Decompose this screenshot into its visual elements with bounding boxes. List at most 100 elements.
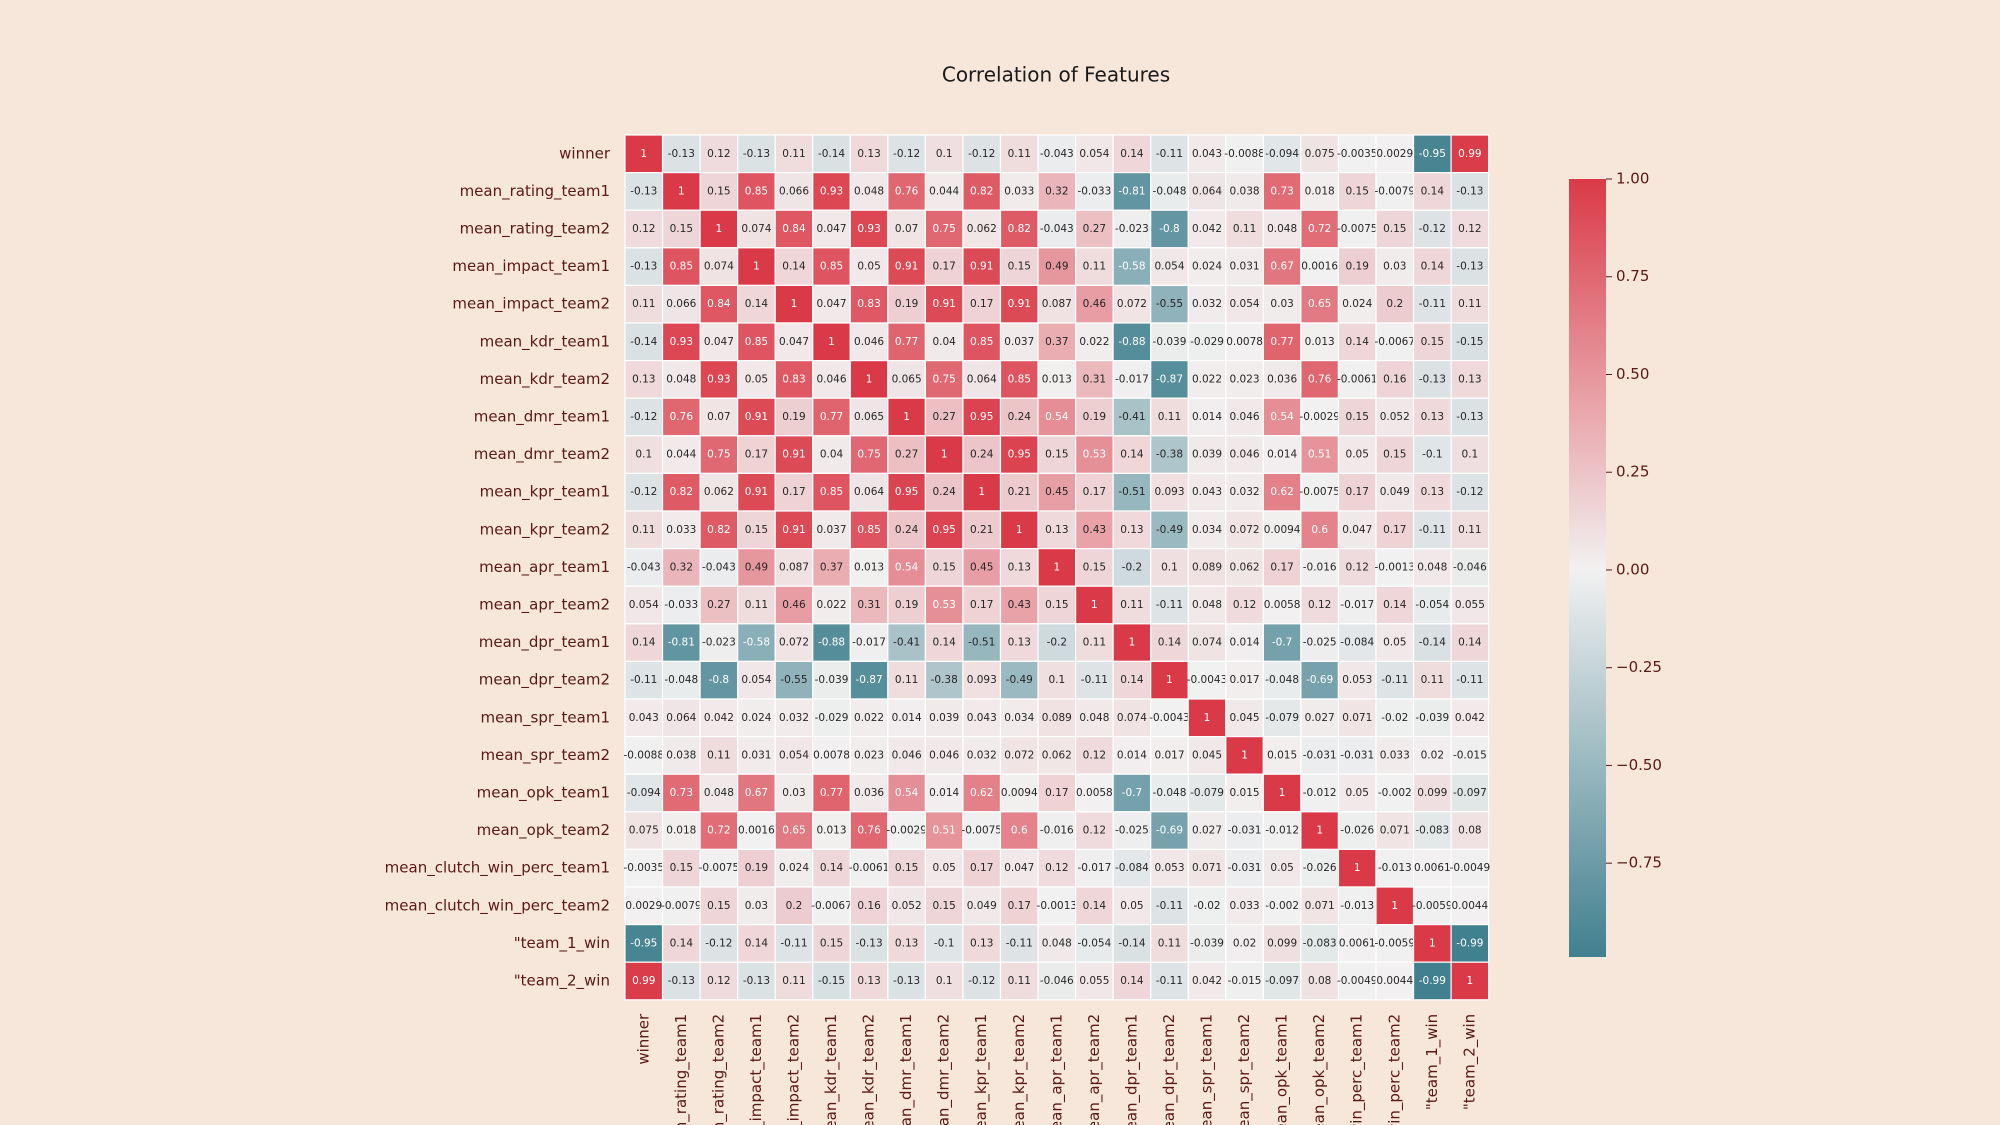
cell-annotation: -0.012: [1265, 825, 1299, 837]
heatmap-cell: [1300, 134, 1340, 174]
cell-annotation: 0.82: [707, 524, 730, 536]
heatmap-cell: [661, 209, 701, 249]
cell-annotation: 0.82: [670, 486, 693, 498]
cell-annotation: 0.046: [854, 336, 884, 348]
cell-annotation: 0.15: [670, 223, 693, 235]
cell-annotation: 0.14: [1458, 637, 1482, 649]
cell-annotation: 0.15: [895, 862, 918, 874]
heatmap-cell: [812, 322, 851, 362]
x-tick-label: mean_clutch_win_perc_team2: [1385, 1014, 1404, 1125]
cell-annotation: -0.0067: [1375, 336, 1416, 348]
heatmap-cell: [624, 322, 664, 362]
cell-annotation: 0.014: [1230, 637, 1260, 649]
cell-annotation: 0.075: [1305, 148, 1335, 160]
heatmap-cell: [1150, 585, 1189, 625]
cell-annotation: 0.12: [1458, 223, 1481, 235]
heatmap-cell: [962, 547, 1002, 587]
cell-annotation: 0.047: [779, 336, 809, 348]
cell-annotation: 0.071: [1342, 712, 1372, 724]
heatmap-cell: [1300, 247, 1340, 287]
heatmap-cell: [1037, 735, 1077, 775]
cell-annotation: -0.031: [1228, 862, 1262, 874]
colorbar-tick-label: 0.50: [1616, 365, 1649, 383]
cell-annotation: -0.13: [668, 148, 695, 160]
heatmap-cell: [1412, 886, 1452, 926]
y-tick-label: mean_spr_team1: [481, 708, 611, 727]
cell-annotation: 0.024: [1342, 298, 1372, 310]
cell-annotation: 0.13: [1458, 373, 1481, 385]
cell-annotation: -0.14: [1419, 637, 1446, 649]
heatmap-cell: [1037, 360, 1077, 399]
heatmap-cell: [812, 886, 851, 926]
heatmap-cell: [1337, 886, 1377, 926]
heatmap-cell: [1262, 660, 1302, 700]
cell-annotation: 0.27: [895, 449, 918, 461]
cell-annotation: 0.022: [816, 599, 846, 611]
cell-annotation: 0.12: [1233, 599, 1256, 611]
cell-annotation: 0.91: [782, 449, 805, 461]
cell-annotation: 0.064: [854, 486, 884, 498]
chart-title: Correlation of Features: [942, 63, 1170, 87]
cell-annotation: -0.13: [1456, 411, 1483, 423]
cell-annotation: 0.76: [857, 825, 881, 837]
cell-annotation: 0.0061: [1414, 862, 1451, 874]
cell-annotation: 0.72: [1308, 223, 1331, 235]
cell-annotation: 0.031: [741, 749, 771, 761]
cell-annotation: -0.0013: [1037, 900, 1078, 912]
colorbar-tick-label: −0.25: [1616, 658, 1662, 676]
cell-annotation: 0.17: [1083, 486, 1106, 498]
heatmap-cell: [1375, 397, 1415, 437]
cell-annotation: 0.07: [707, 411, 730, 423]
heatmap-cell: [1150, 397, 1189, 437]
cell-annotation: 0.11: [782, 975, 805, 987]
heatmap-cell: [1450, 360, 1490, 399]
cell-annotation: -0.002: [1378, 787, 1412, 799]
heatmap-cell: [1187, 284, 1227, 324]
cell-annotation: 0.17: [1270, 561, 1293, 573]
heatmap-cell: [849, 360, 889, 399]
heatmap-cell: [1262, 284, 1302, 324]
cell-annotation: 0.015: [1267, 749, 1297, 761]
x-tick-label: mean_kpr_team1: [972, 1014, 991, 1125]
cell-annotation: 0.087: [779, 561, 809, 573]
cell-annotation: 0.46: [1083, 298, 1107, 310]
heatmap-cell: [737, 547, 776, 587]
heatmap-cell: [1450, 209, 1490, 249]
cell-annotation: -0.0043: [1187, 674, 1228, 686]
cell-annotation: 0.24: [895, 524, 919, 536]
heatmap-cell: [1262, 961, 1302, 1001]
heatmap-cell: [774, 322, 814, 362]
heatmap-cell: [1037, 773, 1077, 813]
heatmap-cell: [887, 811, 926, 850]
cell-annotation: 0.018: [666, 825, 696, 837]
cell-annotation: 0.14: [745, 298, 769, 310]
cell-annotation: 0.15: [1008, 261, 1031, 273]
heatmap-cell: [1225, 360, 1264, 399]
y-tick-label: mean_opk_team1: [477, 784, 610, 803]
cell-annotation: 0.033: [1380, 749, 1410, 761]
heatmap-cell: [962, 134, 1002, 174]
heatmap-cell: [1262, 923, 1302, 963]
cell-annotation: 0.95: [970, 411, 993, 423]
cell-annotation: 0.27: [1083, 223, 1106, 235]
cell-annotation: 0.17: [1383, 524, 1406, 536]
cell-annotation: 0.16: [1383, 373, 1407, 385]
cell-annotation: 0.043: [1192, 148, 1222, 160]
y-tick-label: mean_kpr_team2: [480, 520, 610, 539]
cell-annotation: -0.0075: [1337, 223, 1378, 235]
heatmap-cell: [924, 623, 964, 662]
cell-annotation: 0.65: [1308, 298, 1331, 310]
cell-annotation: 0.024: [1192, 261, 1222, 273]
heatmap-cell: [999, 623, 1039, 662]
heatmap-cell: [812, 961, 851, 1001]
cell-annotation: -0.15: [818, 975, 845, 987]
heatmap-cell: [849, 510, 889, 550]
heatmap-cell: [661, 848, 701, 888]
heatmap-cell: [1337, 134, 1377, 174]
heatmap-cell: [737, 961, 776, 1001]
cell-annotation: 0.054: [1154, 261, 1184, 273]
heatmap-cell: [1300, 172, 1340, 211]
cell-annotation: 0.1: [1048, 674, 1065, 686]
heatmap-cell: [737, 510, 776, 550]
